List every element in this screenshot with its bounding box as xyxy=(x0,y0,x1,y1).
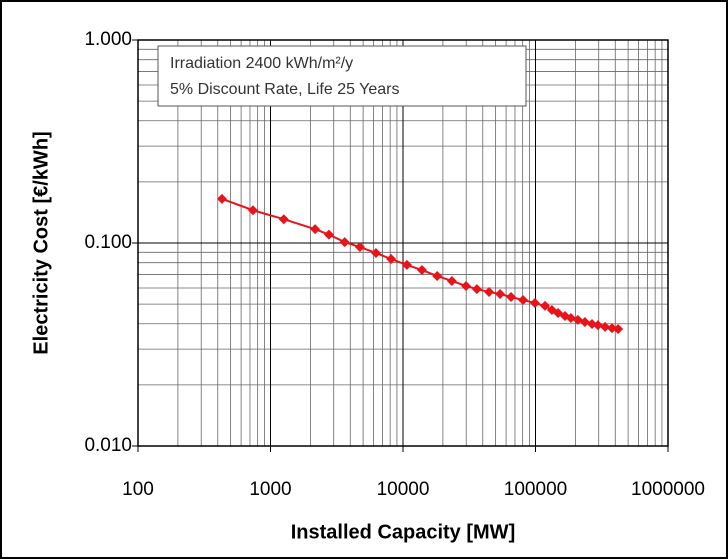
marker xyxy=(310,224,321,235)
y-tick-label: 0.100 xyxy=(84,232,132,253)
marker xyxy=(540,300,551,311)
marker xyxy=(592,320,603,331)
annotation: 5% Discount Rate, Life 25 Years xyxy=(170,81,399,98)
annotation: Irradiation 2400 kWh/m²/y xyxy=(170,55,353,72)
marker xyxy=(461,281,472,292)
x-tick-label: 1000 xyxy=(249,479,291,500)
marker xyxy=(471,284,482,295)
marker xyxy=(565,313,576,324)
marker xyxy=(506,291,517,302)
marker xyxy=(446,275,457,286)
marker xyxy=(495,288,506,299)
marker xyxy=(579,317,590,328)
marker xyxy=(216,193,227,204)
marker xyxy=(354,242,365,253)
x-tick-label: 10000 xyxy=(377,479,430,500)
marker xyxy=(339,237,350,248)
marker xyxy=(370,247,381,258)
marker xyxy=(432,270,443,281)
marker xyxy=(529,298,540,309)
marker xyxy=(323,229,334,240)
x-axis-title: Installed Capacity [MW] xyxy=(291,521,515,543)
marker xyxy=(401,259,412,270)
marker xyxy=(613,324,624,335)
y-tick-label: 0.010 xyxy=(84,435,132,456)
marker xyxy=(386,254,397,265)
x-tick-label: 100000 xyxy=(504,479,567,500)
marker xyxy=(416,265,427,276)
marker xyxy=(600,321,611,332)
marker xyxy=(278,214,289,225)
marker xyxy=(484,286,495,297)
marker xyxy=(607,323,618,334)
marker xyxy=(248,205,259,216)
x-tick-label: 1000000 xyxy=(631,479,705,500)
y-tick-label: 1.000 xyxy=(84,29,132,50)
annotation-box xyxy=(157,45,527,107)
x-tick-label: 100 xyxy=(122,479,154,500)
marker xyxy=(518,294,529,305)
y-axis-title: Electricity Cost [€/kWh] xyxy=(30,131,52,354)
